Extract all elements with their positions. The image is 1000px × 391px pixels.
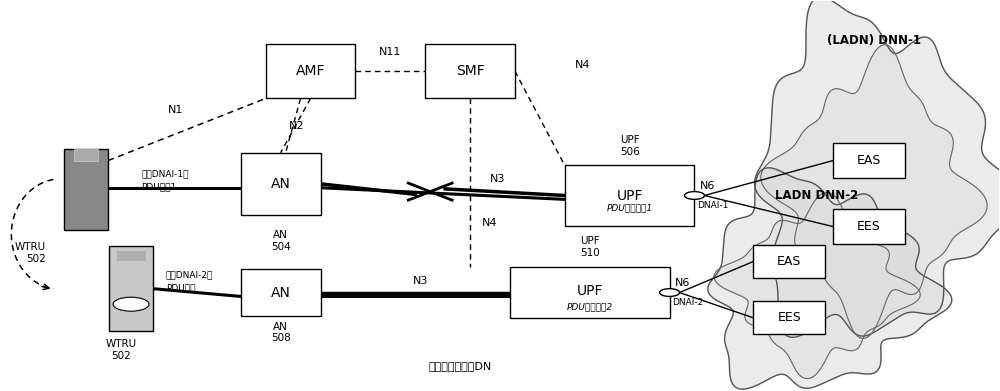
FancyBboxPatch shape: [117, 251, 145, 260]
Text: SMF: SMF: [456, 64, 484, 78]
Circle shape: [113, 297, 149, 311]
Text: EES: EES: [857, 220, 881, 233]
Text: EAS: EAS: [857, 154, 881, 167]
Text: EES: EES: [777, 311, 801, 324]
FancyBboxPatch shape: [833, 143, 905, 178]
Circle shape: [660, 289, 680, 296]
Text: N11: N11: [379, 47, 401, 57]
Text: (LADN) DNN-1: (LADN) DNN-1: [827, 34, 921, 47]
Polygon shape: [714, 192, 920, 378]
Text: 本地接入相同的DN: 本地接入相同的DN: [428, 361, 492, 371]
FancyBboxPatch shape: [753, 301, 825, 334]
Text: N6: N6: [675, 278, 690, 288]
Text: N6: N6: [699, 181, 715, 191]
FancyBboxPatch shape: [241, 269, 320, 316]
Polygon shape: [761, 45, 987, 339]
Text: DNAI-2: DNAI-2: [673, 298, 704, 307]
Text: UPF: UPF: [576, 283, 603, 298]
Text: AN
504: AN 504: [271, 230, 290, 252]
FancyBboxPatch shape: [241, 153, 320, 215]
Text: PDU会话锚定2: PDU会话锚定2: [567, 302, 613, 311]
FancyBboxPatch shape: [833, 209, 905, 244]
Text: AMF: AMF: [296, 64, 325, 78]
FancyBboxPatch shape: [266, 44, 355, 99]
Text: N4: N4: [482, 218, 498, 228]
Polygon shape: [708, 168, 952, 389]
Text: N3: N3: [490, 174, 505, 184]
Text: WTRU
502: WTRU 502: [15, 242, 46, 264]
FancyBboxPatch shape: [109, 246, 153, 332]
Text: EAS: EAS: [777, 255, 801, 268]
Text: UPF: UPF: [616, 188, 643, 203]
Text: LADN DNN-2: LADN DNN-2: [775, 189, 859, 202]
Text: N1: N1: [168, 105, 184, 115]
Text: DNAI-1: DNAI-1: [697, 201, 729, 210]
Text: N2: N2: [289, 120, 304, 131]
Text: 针对DNAI-1的: 针对DNAI-1的: [141, 169, 188, 178]
Text: AN: AN: [271, 285, 291, 300]
Text: N3: N3: [413, 276, 428, 285]
Text: PDU会话锚定1: PDU会话锚定1: [607, 203, 653, 212]
Circle shape: [684, 192, 704, 199]
Text: N4: N4: [575, 61, 590, 70]
Text: AN
508: AN 508: [271, 322, 290, 343]
FancyBboxPatch shape: [565, 165, 694, 226]
Text: UPF
506: UPF 506: [620, 135, 640, 157]
Text: 针对DNAI-2的: 针对DNAI-2的: [166, 270, 213, 279]
Text: PDU会话: PDU会话: [166, 283, 195, 292]
Polygon shape: [755, 0, 1000, 337]
FancyBboxPatch shape: [753, 245, 825, 278]
FancyBboxPatch shape: [64, 149, 108, 230]
Text: WTRU
502: WTRU 502: [105, 339, 137, 361]
FancyBboxPatch shape: [74, 149, 98, 161]
FancyBboxPatch shape: [425, 44, 515, 99]
Text: AN: AN: [271, 177, 291, 191]
FancyBboxPatch shape: [510, 267, 670, 318]
Text: UPF
510: UPF 510: [580, 236, 600, 258]
Text: PDU会话1: PDU会话1: [141, 182, 176, 191]
